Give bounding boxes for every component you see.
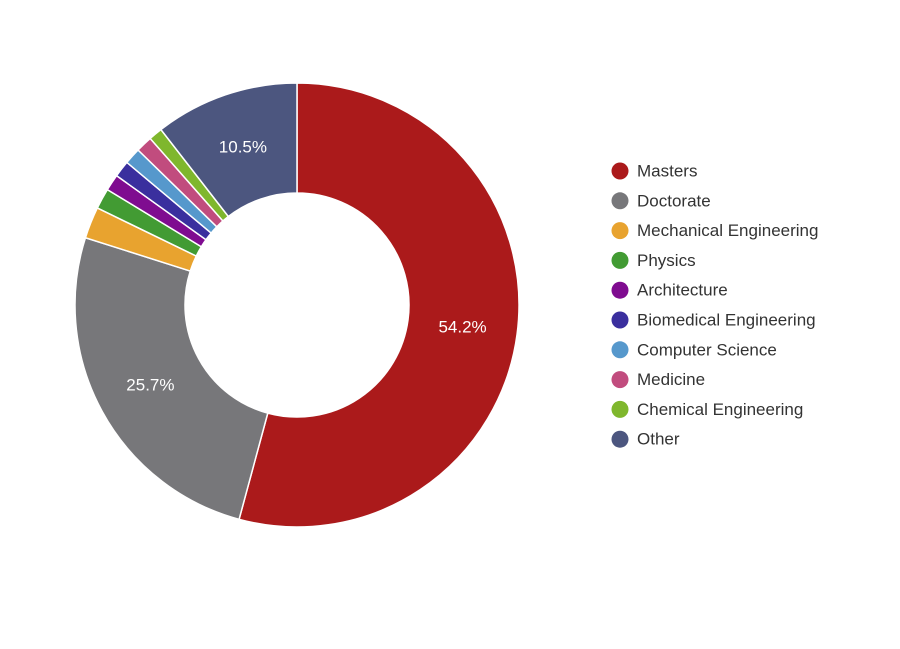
- legend-marker-doctorate: [611, 192, 629, 210]
- legend-item-computer-science[interactable]: Computer Science: [611, 340, 777, 359]
- legend-label-architecture: Architecture: [637, 281, 728, 300]
- legend-label-masters: Masters: [637, 162, 697, 181]
- legend-marker-biomedical-engineering: [611, 311, 629, 329]
- legend-label-mechanical-engineering: Mechanical Engineering: [637, 221, 818, 240]
- legend-label-chemical-engineering: Chemical Engineering: [637, 400, 803, 419]
- slice-other[interactable]: [159, 82, 298, 218]
- legend-marker-chemical-engineering: [611, 400, 629, 418]
- data-label-doctorate: 25.7%: [126, 375, 174, 394]
- legend: Masters Doctorate Mechanical Engineering Ph…: [611, 162, 819, 449]
- legend-label-medicine: Medicine: [637, 370, 705, 389]
- legend-item-masters[interactable]: Masters: [611, 162, 698, 181]
- legend-marker-mechanical-engineering: [611, 222, 629, 240]
- data-label-other: 10.5%: [219, 138, 267, 157]
- slices-group: [74, 82, 520, 528]
- legend-label-physics: Physics: [637, 251, 696, 270]
- legend-label-doctorate: Doctorate: [637, 191, 711, 210]
- data-label-masters: 54.2%: [438, 317, 486, 336]
- legend-marker-medicine: [611, 371, 629, 389]
- legend-label-biomedical-engineering: Biomedical Engineering: [637, 311, 816, 330]
- legend-marker-architecture: [611, 281, 629, 299]
- legend-item-other[interactable]: Other: [611, 430, 680, 449]
- data-labels-group: 54.2% 25.7% 10.5%: [126, 138, 486, 395]
- legend-item-chemical-engineering[interactable]: Chemical Engineering: [611, 400, 804, 419]
- legend-item-mechanical-engineering[interactable]: Mechanical Engineering: [611, 221, 819, 240]
- legend-marker-computer-science: [611, 341, 629, 359]
- legend-label-other: Other: [637, 430, 680, 449]
- slice-masters[interactable]: [238, 82, 520, 528]
- legend-item-physics[interactable]: Physics: [611, 251, 696, 270]
- legend-marker-other: [611, 430, 629, 448]
- legend-item-biomedical-engineering[interactable]: Biomedical Engineering: [611, 311, 816, 330]
- legend-marker-physics: [611, 251, 629, 269]
- legend-item-medicine[interactable]: Medicine: [611, 370, 706, 389]
- slice-doctorate[interactable]: [74, 236, 269, 521]
- legend-marker-masters: [611, 162, 629, 180]
- legend-item-doctorate[interactable]: Doctorate: [611, 191, 711, 210]
- legend-item-architecture[interactable]: Architecture: [611, 281, 728, 300]
- legend-label-computer-science: Computer Science: [637, 340, 777, 359]
